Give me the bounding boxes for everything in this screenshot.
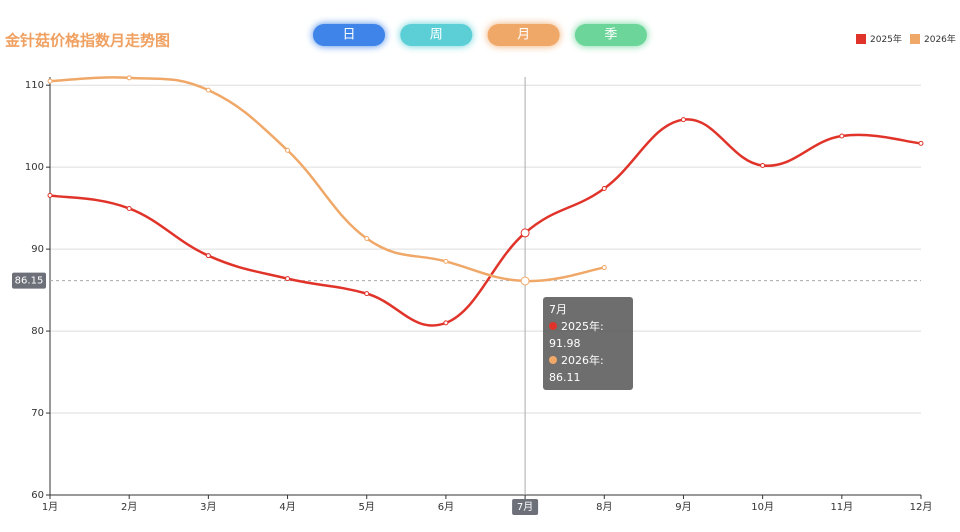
data-point — [918, 140, 924, 146]
range-button[interactable]: 日 — [313, 24, 385, 46]
button-label: 日 — [342, 28, 355, 43]
legend-swatch — [910, 34, 920, 44]
data-point — [205, 87, 211, 93]
x-tick-label: 10月 — [751, 501, 774, 513]
button-bg — [400, 24, 473, 46]
data-point — [443, 258, 449, 264]
tooltip: 7月 2025年 91.98 2026年 86.11 — [543, 297, 633, 390]
data-point — [839, 133, 845, 139]
data-point — [680, 117, 686, 123]
data-point — [47, 192, 53, 198]
tooltip-name: 2025年 — [561, 320, 604, 333]
series-line — [49, 76, 605, 283]
x-tick-label: 4月 — [279, 501, 295, 513]
y-tick-label: 60 — [31, 490, 44, 501]
x-tick-label: 1月 — [42, 501, 58, 513]
data-point — [364, 291, 370, 297]
tooltip-title: 7月 — [549, 303, 567, 316]
y-tick-label: 90 — [31, 244, 44, 255]
button-label: 季 — [604, 28, 617, 43]
tooltip-value: 91.98 — [549, 337, 581, 350]
data-point — [520, 228, 530, 238]
tooltip-dot — [549, 356, 557, 364]
x-tick-label: 3月 — [200, 501, 216, 513]
pointer-x-label: 7月 — [517, 501, 533, 513]
x-tick-label: 5月 — [359, 501, 375, 513]
y-tick-label: 110 — [25, 80, 44, 91]
data-point — [364, 235, 370, 241]
y-tick-label: 80 — [31, 326, 44, 337]
series-line — [49, 118, 922, 327]
button-label: 月 — [517, 28, 530, 43]
button-bg — [574, 24, 647, 46]
pointer-label-bg — [12, 272, 46, 289]
range-button[interactable]: 季 — [574, 24, 647, 46]
data-point — [285, 276, 291, 282]
chart-title: 金针菇价格指数月走势图 — [4, 32, 170, 50]
button-bg — [313, 24, 385, 46]
range-button[interactable]: 月 — [487, 24, 560, 46]
data-point — [601, 265, 607, 271]
x-tick-label: 2月 — [121, 501, 137, 513]
button-label: 周 — [430, 28, 443, 43]
button-bg — [487, 24, 560, 46]
legend-label: 2026年 — [924, 33, 956, 45]
tooltip-row: 2025年 91.98 — [549, 318, 627, 352]
pointer-x-bg — [512, 499, 539, 515]
y-tick-label: 100 — [25, 162, 44, 173]
data-point — [601, 185, 607, 191]
data-point — [760, 163, 766, 169]
pointer-label: 86.15 — [15, 276, 44, 287]
tooltip-dot — [549, 322, 557, 330]
data-point — [205, 253, 211, 259]
tooltip-name: 2026年 — [561, 354, 604, 367]
tooltip-row: 2026年 86.11 — [549, 352, 627, 386]
x-tick-label: 8月 — [596, 501, 612, 513]
data-point — [126, 75, 132, 81]
range-button[interactable]: 周 — [400, 24, 473, 46]
data-point — [126, 205, 132, 211]
legend-label: 2025年 — [870, 33, 902, 45]
legend-swatch — [856, 34, 866, 44]
data-point — [443, 320, 449, 326]
tooltip-value: 86.11 — [549, 371, 581, 384]
x-tick-label: 12月 — [910, 501, 933, 513]
y-tick-label: 70 — [31, 408, 44, 419]
x-tick-label: 9月 — [675, 501, 691, 513]
data-point — [520, 276, 530, 286]
x-tick-label: 11月 — [830, 501, 853, 513]
x-tick-label: 6月 — [438, 501, 454, 513]
data-point — [285, 147, 291, 153]
data-point — [47, 78, 53, 84]
